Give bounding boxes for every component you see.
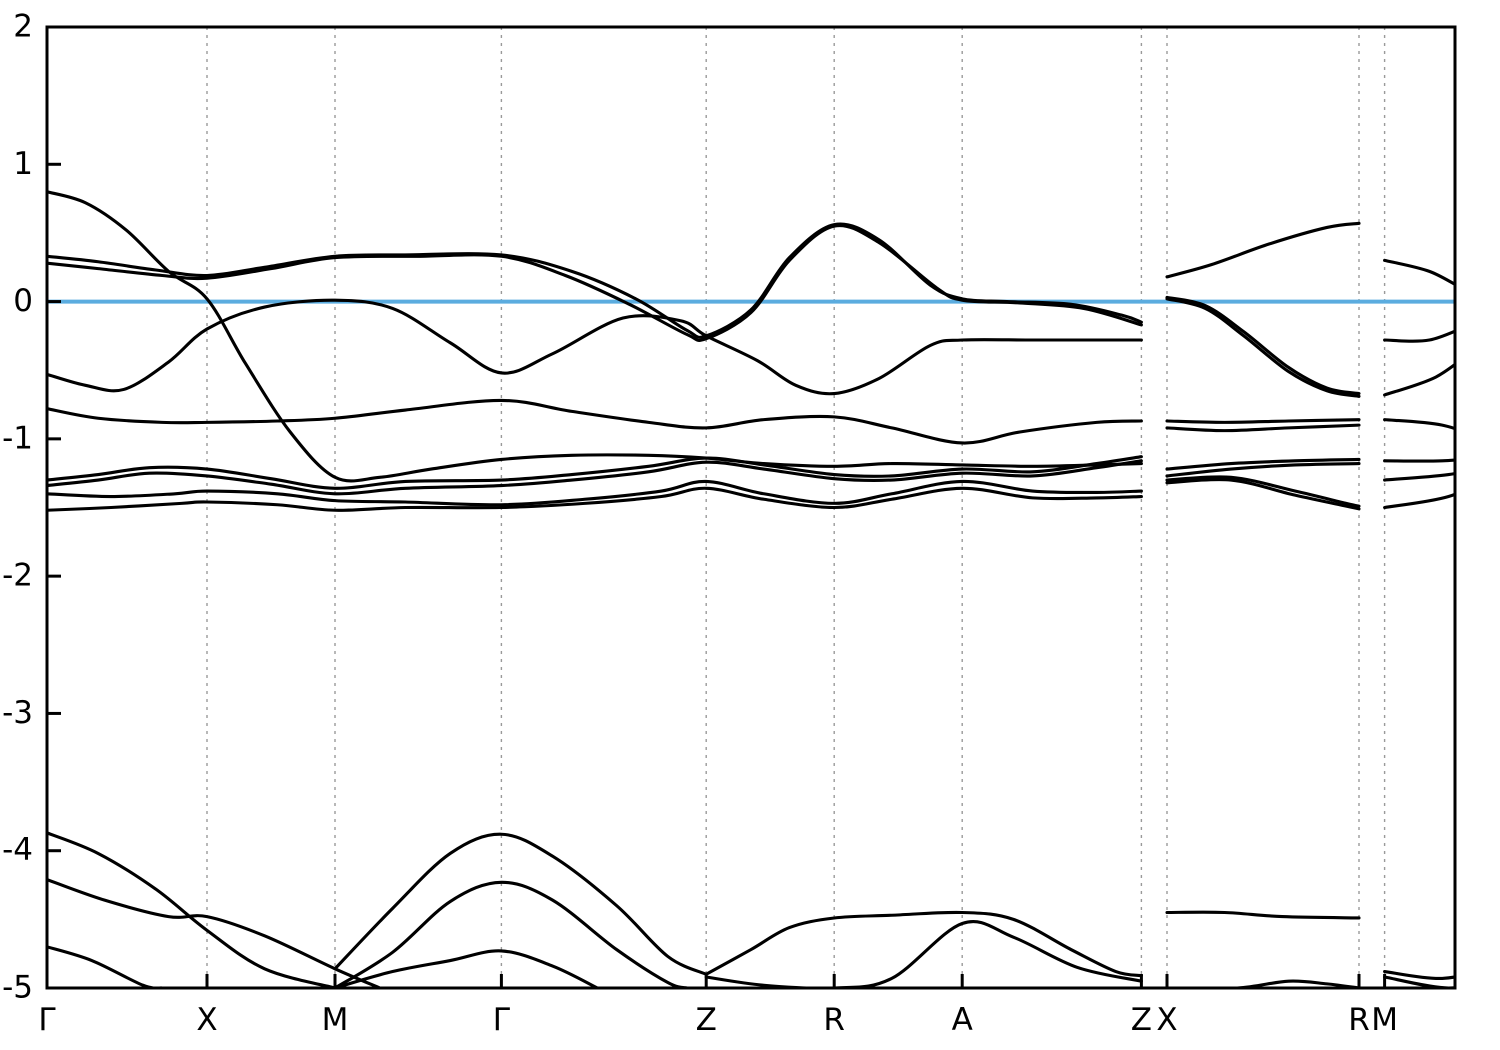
band-37 <box>1383 975 1455 988</box>
band-30 <box>1383 329 1455 343</box>
band-10 <box>47 831 337 988</box>
x-tick-label-M-10: M <box>1371 1002 1398 1038</box>
band-12 <box>47 945 164 988</box>
x-tick-label-A-6: A <box>952 1002 973 1038</box>
x-axis-tick-labels: ΓXMΓZRAZXRMA <box>38 1002 1398 1038</box>
band-36 <box>1383 969 1455 980</box>
y-tick-label-1: 1 <box>13 146 33 182</box>
band-18 <box>1165 221 1361 279</box>
band-22 <box>1165 423 1361 433</box>
x-tick-label-X-8: X <box>1156 1002 1177 1038</box>
band-16 <box>704 910 1143 978</box>
band-9 <box>47 486 1143 512</box>
y-tick-label--5: -5 <box>2 970 33 1006</box>
x-tick-label-R-5: R <box>823 1002 845 1038</box>
axis-ticks-layer <box>47 162 1387 988</box>
y-tick-label-2: 2 <box>13 9 33 45</box>
band-28 <box>1165 979 1361 988</box>
y-tick-label--1: -1 <box>2 420 33 456</box>
x-tick-label-Γ-3: Γ <box>493 1002 511 1038</box>
band-13 <box>333 832 708 976</box>
band-26 <box>1165 477 1361 511</box>
band-8 <box>47 479 1143 507</box>
band-24 <box>1165 462 1361 478</box>
y-tick-label--2: -2 <box>2 558 33 594</box>
band-17 <box>704 920 1143 988</box>
x-tick-label-X-1: X <box>196 1002 217 1038</box>
band-29 <box>1383 258 1455 287</box>
band-20 <box>1165 297 1361 398</box>
y-axis-tick-labels: 2 1 0 -1 -2 -3 -4 -5 <box>2 9 33 1006</box>
band-7 <box>47 459 1143 496</box>
band-curves-layer <box>47 190 1455 988</box>
band-5 <box>47 398 1143 445</box>
y-tick-label--3: -3 <box>2 695 33 731</box>
band-15 <box>333 949 599 988</box>
band-1 <box>47 190 1143 483</box>
x-tick-label-R-9: R <box>1348 1002 1370 1038</box>
band-27 <box>1165 910 1361 920</box>
y-tick-label--4: -4 <box>2 832 33 868</box>
band-33 <box>1383 458 1455 463</box>
x-tick-label-M-2: M <box>322 1002 349 1038</box>
x-tick-label-Γ-0: Γ <box>38 1002 56 1038</box>
band-32 <box>1383 418 1455 431</box>
band-3 <box>47 223 1143 342</box>
band-35 <box>1383 492 1455 510</box>
band-31 <box>1383 362 1455 397</box>
band-23 <box>1165 457 1361 471</box>
band-6 <box>47 455 1143 490</box>
band-19 <box>1165 295 1361 396</box>
band-34 <box>1383 472 1455 482</box>
band-2 <box>47 222 1143 339</box>
band-4 <box>47 298 1143 396</box>
band-21 <box>1165 418 1361 424</box>
band-14 <box>333 880 689 988</box>
y-tick-label-0: 0 <box>13 283 33 319</box>
x-tick-label-Z-7: Z <box>1131 1002 1152 1038</box>
x-tick-label-Z-4: Z <box>696 1002 717 1038</box>
plot-frame <box>45 25 1457 990</box>
band-25 <box>1165 475 1361 508</box>
